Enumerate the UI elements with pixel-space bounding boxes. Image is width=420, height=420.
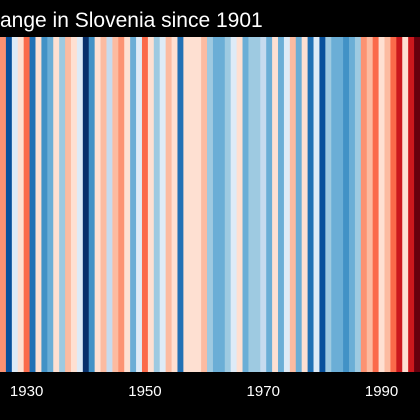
stripe-1962 xyxy=(212,37,220,372)
x-axis: 1930 1950 1970 1990 xyxy=(0,372,420,420)
stripe-1954 xyxy=(165,37,172,372)
stripe-1992 xyxy=(390,37,397,372)
stripe-1996 xyxy=(414,37,420,372)
stripe-1961 xyxy=(207,37,214,372)
stripe-1930 xyxy=(23,37,30,372)
stripe-1967 xyxy=(242,37,249,372)
stripe-1947 xyxy=(124,37,131,372)
x-tick-label: 1990 xyxy=(364,383,399,400)
stripe-1940 xyxy=(82,37,90,372)
x-tick-label: 1970 xyxy=(246,383,280,400)
stripe-1988 xyxy=(366,37,374,372)
stripe-1957 xyxy=(183,37,190,372)
stripe-1943 xyxy=(100,37,107,372)
stripe-1965 xyxy=(230,37,238,372)
stripe-1968 xyxy=(248,37,255,372)
stripe-1938 xyxy=(70,37,78,372)
stripe-1974 xyxy=(283,37,291,372)
stripe-1966 xyxy=(236,37,243,372)
stripe-1977 xyxy=(301,37,309,372)
stripe-1931 xyxy=(29,37,36,372)
stripe-1933 xyxy=(41,37,48,372)
stripe-1945 xyxy=(112,37,119,372)
stripe-1973 xyxy=(278,37,285,372)
stripe-1956 xyxy=(177,37,184,372)
stripe-1972 xyxy=(272,37,279,372)
stripes-plot xyxy=(0,37,420,372)
stripe-1970 xyxy=(260,37,267,372)
stripe-1975 xyxy=(289,37,297,372)
stripe-1983 xyxy=(337,37,344,372)
stripe-1949 xyxy=(136,37,143,372)
stripe-1926 xyxy=(0,37,7,372)
stripe-1981 xyxy=(325,37,332,372)
stripe-1993 xyxy=(396,37,403,372)
stripe-1978 xyxy=(307,37,314,372)
stripe-1984 xyxy=(343,37,350,372)
stripe-1953 xyxy=(159,37,167,372)
stripe-1985 xyxy=(349,37,356,372)
stripe-1982 xyxy=(331,37,338,372)
stripe-1989 xyxy=(372,37,379,372)
x-tick-label: 1930 xyxy=(9,383,44,400)
stripe-1937 xyxy=(65,37,72,372)
stripe-1979 xyxy=(313,37,320,372)
stripe-1944 xyxy=(106,37,113,372)
stripe-1971 xyxy=(266,37,273,372)
stripe-1963 xyxy=(218,37,226,372)
chart-title: ange in Slovenia since 1901 xyxy=(0,9,263,32)
stripe-1934 xyxy=(47,37,54,372)
stripe-1987 xyxy=(360,37,368,372)
stripe-1929 xyxy=(17,37,25,372)
stripe-1955 xyxy=(171,37,178,372)
stripe-1976 xyxy=(295,37,303,372)
stripe-1969 xyxy=(254,37,261,372)
stripe-1935 xyxy=(53,37,60,372)
stripe-1927 xyxy=(5,37,13,372)
stripe-1941 xyxy=(88,37,96,372)
stripe-1994 xyxy=(402,37,409,372)
stripe-1990 xyxy=(378,37,385,372)
stripe-1960 xyxy=(201,37,208,372)
stripe-1928 xyxy=(11,37,19,372)
stripe-1942 xyxy=(94,37,101,372)
stripe-1991 xyxy=(384,37,391,372)
stripe-1948 xyxy=(130,37,137,372)
stripe-1995 xyxy=(408,37,415,372)
stripe-1939 xyxy=(76,37,84,372)
stripe-1936 xyxy=(59,37,66,372)
stripe-1946 xyxy=(118,37,125,372)
stripe-1964 xyxy=(224,37,232,372)
stripe-1951 xyxy=(147,37,155,372)
stripe-1952 xyxy=(153,37,161,372)
stripe-1932 xyxy=(35,37,42,372)
x-tick-label: 1950 xyxy=(128,383,162,400)
stripe-1986 xyxy=(354,37,362,372)
stripe-1958 xyxy=(189,37,196,372)
stripe-1959 xyxy=(195,37,202,372)
stripe-1950 xyxy=(141,37,149,372)
stripe-1980 xyxy=(319,37,326,372)
